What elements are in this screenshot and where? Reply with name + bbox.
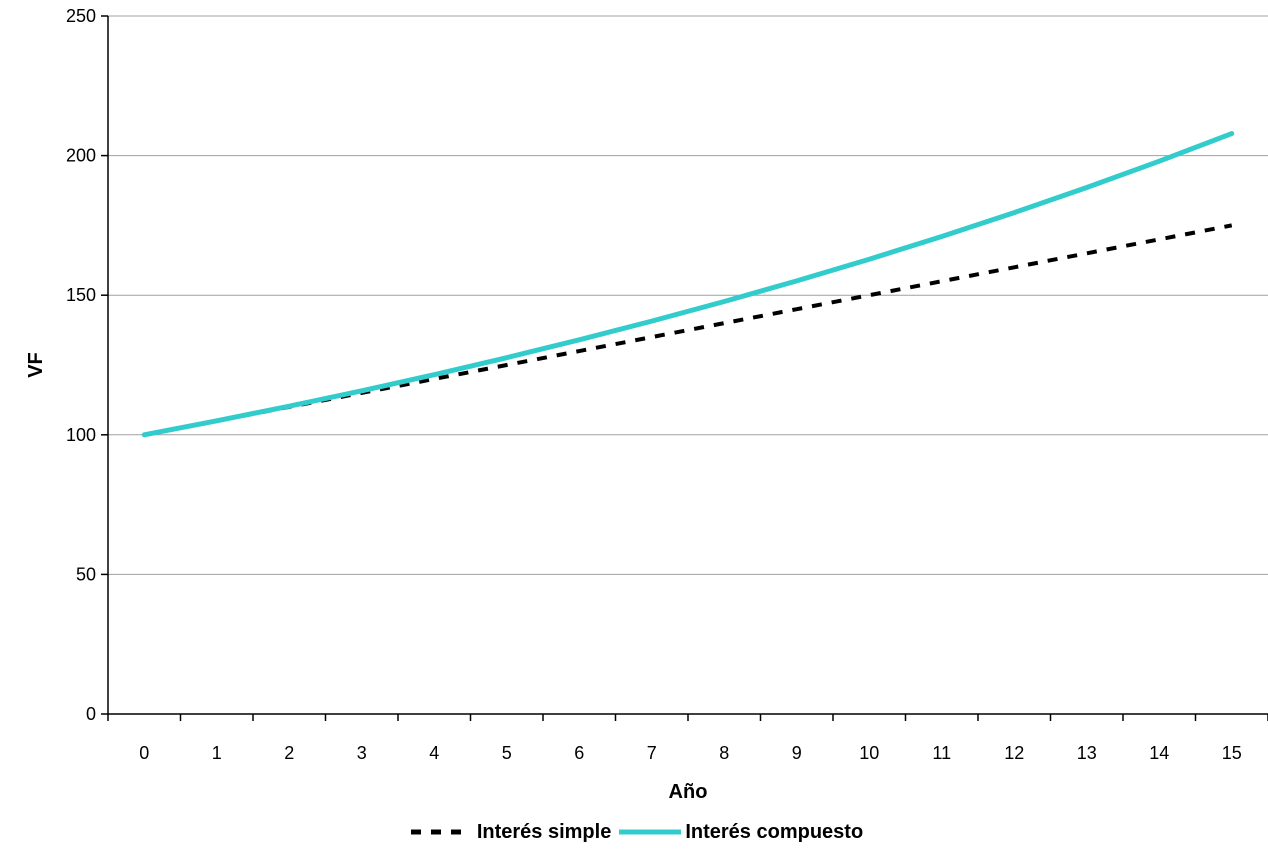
legend-item-compound: Interés compuesto [615,821,863,844]
x-tick-label: 0 [139,743,149,763]
x-tick-label: 5 [502,743,512,763]
x-tick-label: 7 [647,743,657,763]
axes [107,16,1268,715]
legend: Interés simple Interés compuesto [0,812,1268,852]
y-tick-label: 50 [76,564,96,584]
x-tick-label: 15 [1222,743,1242,763]
x-tick-label: 13 [1077,743,1097,763]
x-tick-label: 11 [932,743,951,763]
x-tick-label: 14 [1149,743,1169,763]
x-tick-label: 9 [792,743,802,763]
series-line-compound [141,131,1235,438]
x-tick-label: 8 [719,743,729,763]
gridlines [108,15,1268,575]
x-tick-label: 1 [212,743,222,763]
x-tick-label: 2 [284,743,294,763]
y-tick-label: 150 [66,285,96,305]
x-tick-label: 4 [429,743,439,763]
y-axis-ticks: 0 50 100 150 200 250 [66,6,108,724]
y-tick-label: 0 [86,704,96,724]
legend-label-simple: Interés simple [476,820,612,843]
x-axis-title: Año [669,781,708,803]
legend-label-compound: Interés compuesto [685,820,864,843]
legend-swatch-dashed [410,829,471,835]
y-tick-label: 100 [66,425,96,445]
x-axis-ticks: 0 1 2 3 4 5 6 7 8 9 10 11 12 13 14 15 [107,714,1268,763]
x-tick-label: 10 [859,743,879,763]
x-tick-label: 3 [357,743,367,763]
x-tick-label: 12 [1004,743,1024,763]
legend-item-simple: Interés simple [405,820,612,844]
y-tick-label: 250 [66,6,96,26]
y-tick-label: 200 [66,146,96,166]
series-lines [141,131,1235,438]
y-axis-title: VF [25,352,47,378]
legend-swatch-solid [619,829,682,835]
x-tick-label: 6 [574,743,584,763]
